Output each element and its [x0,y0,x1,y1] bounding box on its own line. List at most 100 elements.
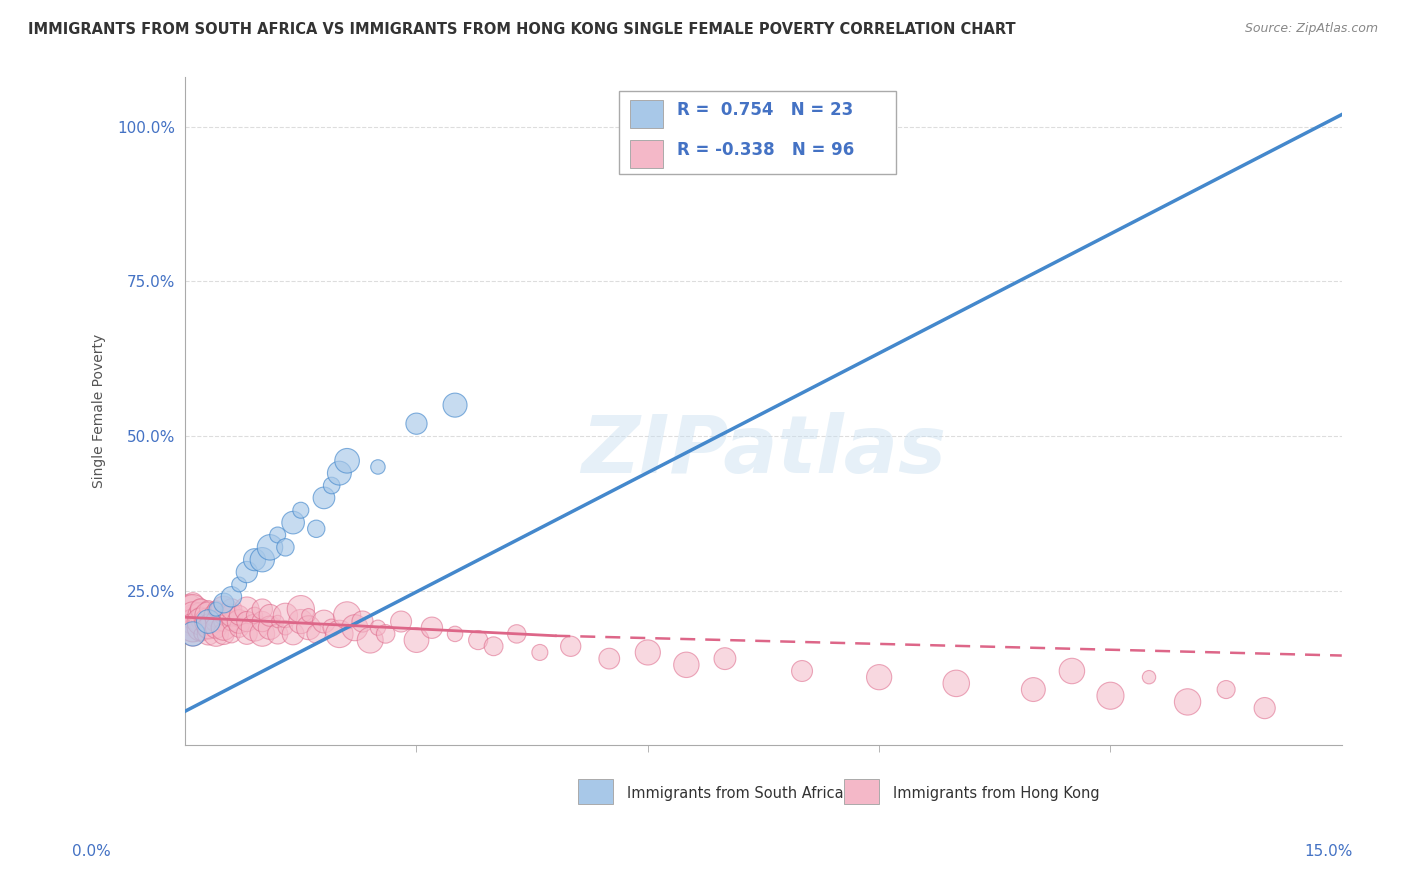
Point [374,627,396,641]
Point [790,664,813,678]
Point [197,602,219,616]
Point [290,503,312,517]
Point [212,608,235,623]
Point [190,615,212,629]
Point [221,615,243,629]
Point [190,621,212,635]
Y-axis label: Single Female Poverty: Single Female Poverty [93,334,107,489]
Text: 15.0%: 15.0% [1305,845,1353,859]
Point [598,651,620,665]
Point [1022,682,1045,697]
Point [297,621,319,635]
Point [482,640,505,654]
Point [221,602,243,616]
Point [367,621,389,635]
Point [205,602,228,616]
Point [328,627,350,641]
Point [444,627,467,641]
Point [312,491,335,505]
Point [1060,664,1083,678]
Point [228,577,250,591]
Point [321,621,343,635]
Point [290,615,312,629]
Text: IMMIGRANTS FROM SOUTH AFRICA VS IMMIGRANTS FROM HONG KONG SINGLE FEMALE POVERTY : IMMIGRANTS FROM SOUTH AFRICA VS IMMIGRAN… [28,22,1015,37]
Point [181,608,204,623]
Point [190,615,212,629]
Point [181,608,204,623]
Point [1253,701,1275,715]
Text: 0.0%: 0.0% [72,845,111,859]
Point [714,651,737,665]
Point [181,621,204,635]
Point [281,516,304,530]
Point [228,615,250,629]
Point [197,615,219,629]
Point [259,621,281,635]
Point [267,627,290,641]
Point [228,621,250,635]
Point [205,627,228,641]
Point [637,120,659,134]
Point [1215,682,1237,697]
Point [252,552,274,566]
Point [945,676,967,690]
FancyBboxPatch shape [630,100,662,128]
Point [259,541,281,555]
Point [1099,689,1122,703]
Point [420,621,443,635]
Point [190,602,212,616]
Point [181,615,204,629]
Point [267,615,290,629]
Point [197,621,219,635]
Point [290,602,312,616]
Point [236,615,259,629]
Point [181,602,204,616]
Point [212,602,235,616]
Point [243,552,266,566]
Point [212,615,235,629]
Point [180,615,202,629]
Point [274,621,297,635]
Point [321,478,343,492]
Point [405,633,427,648]
Point [529,645,551,659]
Point [197,615,219,629]
Point [190,608,212,623]
Point [305,522,328,536]
Point [181,627,204,641]
Point [389,615,412,629]
Point [675,657,697,672]
Point [181,596,204,610]
Point [328,466,350,480]
Point [190,627,212,641]
Point [181,627,204,641]
Point [252,602,274,616]
Point [197,615,219,629]
Point [405,417,427,431]
Point [228,608,250,623]
Point [181,621,204,635]
Point [197,627,219,641]
Point [197,608,219,623]
Point [243,621,266,635]
Point [205,621,228,635]
Point [212,627,235,641]
Point [212,621,235,635]
FancyBboxPatch shape [630,139,662,168]
Point [252,615,274,629]
FancyBboxPatch shape [578,779,613,804]
Point [190,627,212,641]
Point [190,615,212,629]
Point [236,627,259,641]
Point [637,645,659,659]
Point [259,608,281,623]
FancyBboxPatch shape [619,91,897,174]
Point [305,627,328,641]
Point [297,608,319,623]
Text: Source: ZipAtlas.com: Source: ZipAtlas.com [1244,22,1378,36]
Point [336,454,359,468]
Point [367,460,389,475]
Point [190,602,212,616]
Point [177,602,200,616]
Point [1177,695,1199,709]
